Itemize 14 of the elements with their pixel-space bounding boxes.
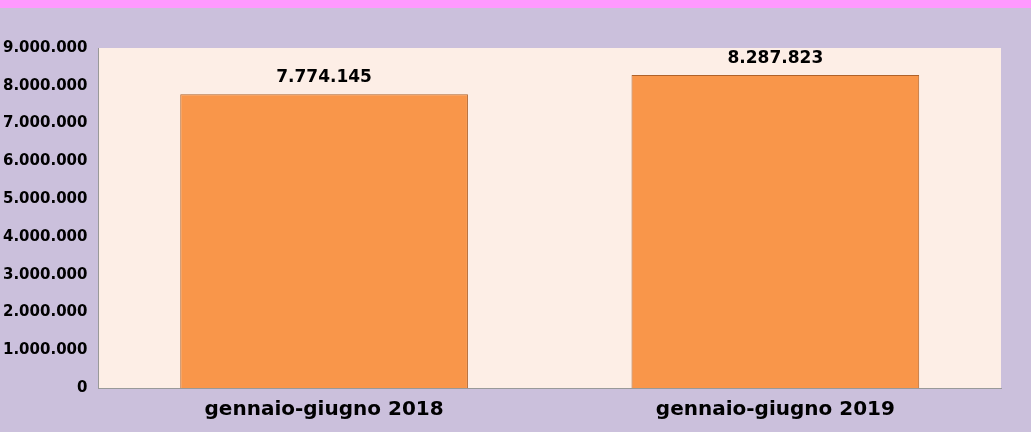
y-tick-label: 6.000.000: [2, 151, 88, 170]
y-tick-label: 1.000.000: [2, 340, 88, 359]
x-tick-label: gennaio-giugno 2018: [204, 396, 444, 421]
y-tick-label: 7.000.000: [2, 113, 88, 132]
y-tick-label: 3.000.000: [2, 264, 88, 283]
y-tick-label: 4.000.000: [2, 226, 88, 245]
y-tick-label: 8.000.000: [2, 75, 88, 94]
data-label: 8.287.823: [727, 46, 824, 67]
x-tick-label: gennaio-giugno 2019: [655, 396, 895, 421]
y-tick-label: 2.000.000: [2, 302, 88, 321]
y-tick-label: 9.000.000: [2, 37, 88, 56]
y-tick-label: 0: [77, 377, 88, 396]
data-label: 7.774.145: [276, 66, 372, 87]
y-tick-label: 5.000.000: [2, 189, 88, 207]
